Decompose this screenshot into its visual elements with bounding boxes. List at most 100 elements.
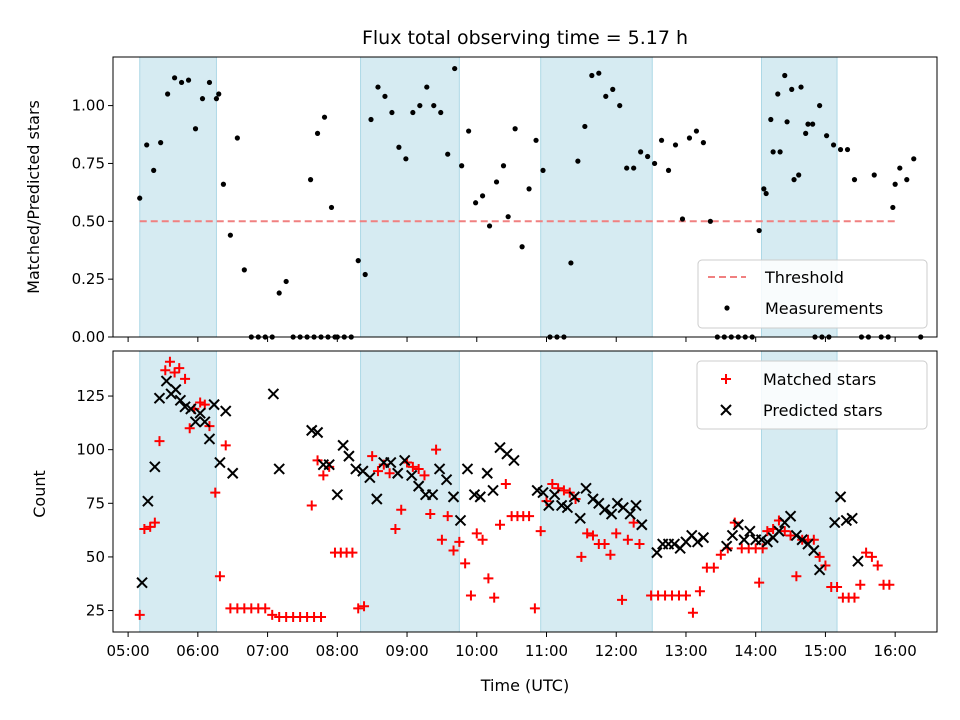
predicted-star-point — [323, 458, 335, 471]
measurement-point — [805, 121, 811, 127]
bottom-y-axis-label: Count — [30, 470, 49, 518]
matched-star-point — [312, 455, 323, 466]
predicted-star-point — [273, 463, 285, 475]
bottom-axes-frame — [112, 350, 938, 633]
predicted-star-point — [732, 519, 744, 531]
bottom-shaded-interval — [360, 350, 460, 633]
measurement-point — [672, 142, 679, 148]
predicted-star-point — [691, 536, 704, 548]
predicted-star-point — [813, 564, 826, 576]
x-tick-label: 08:00 — [316, 642, 359, 660]
measurement-point — [486, 223, 493, 229]
matched-star-point — [855, 579, 866, 590]
predicted-star-point — [568, 491, 581, 503]
measurement-point — [645, 153, 651, 160]
predicted-star-point — [440, 473, 453, 486]
measurement-point — [216, 91, 222, 97]
measurement-point — [185, 77, 192, 83]
matched-star-point — [576, 551, 587, 562]
measurement-point — [686, 135, 693, 141]
legend-measurements-label: Measurements — [765, 299, 883, 318]
measurement-point — [178, 79, 185, 86]
predicted-star-point — [170, 383, 182, 396]
measurement-point — [796, 172, 802, 178]
predicted-star-point — [784, 510, 797, 522]
x-tick-label: 13:00 — [664, 642, 707, 660]
measurement-point — [220, 181, 227, 187]
predicted-star-point — [160, 375, 173, 387]
predicted-star-point — [651, 546, 663, 559]
predicted-star-point — [194, 407, 206, 419]
measurement-point — [314, 130, 321, 136]
matched-star-point — [762, 526, 773, 537]
predicted-star-point — [668, 538, 681, 550]
matched-star-point — [359, 601, 370, 612]
matched-star-point — [471, 528, 482, 539]
measurement-point — [355, 258, 361, 264]
predicted-star-point — [405, 469, 418, 482]
predicted-star-point — [548, 489, 561, 501]
predicted-star-point — [331, 489, 344, 501]
matched-star-point — [477, 534, 488, 545]
measurement-point — [466, 128, 472, 134]
matched-star-point — [448, 545, 459, 556]
top-y-tick-label: 0.00 — [72, 328, 105, 346]
matched-star-point — [160, 365, 171, 376]
measurement-point — [911, 156, 917, 162]
measurement-point — [777, 149, 783, 155]
predicted-star-point — [371, 493, 383, 505]
measurement-point — [445, 151, 451, 157]
x-tick-label: 07:00 — [246, 642, 289, 660]
measurement-point — [631, 165, 637, 171]
matched-star-point — [347, 547, 358, 558]
measurement-point — [410, 109, 416, 116]
predicted-star-point — [149, 461, 161, 473]
predicted-star-point — [636, 519, 648, 531]
predicted-star-point — [481, 467, 493, 479]
measurement-point — [479, 193, 486, 199]
predicted-star-point — [543, 499, 555, 512]
measurement-point — [526, 186, 532, 192]
measurement-point — [276, 290, 282, 296]
top-legend-box — [697, 259, 928, 329]
matched-star-point — [535, 526, 546, 537]
predicted-star-point — [738, 534, 750, 546]
measurement-point — [617, 102, 623, 109]
top-shaded-interval — [540, 56, 653, 338]
measurement-point — [519, 244, 525, 250]
matched-star-point — [210, 487, 221, 498]
measurement-point — [589, 72, 595, 79]
legend-threshold-label: Threshold — [764, 268, 844, 287]
measurement-point — [575, 158, 581, 164]
measurement-point — [798, 84, 804, 90]
measurement-point — [389, 109, 395, 116]
predicted-star-point — [829, 516, 841, 529]
measurement-point — [582, 123, 588, 130]
matched-star-point — [687, 607, 698, 618]
predicted-star-point — [189, 416, 202, 428]
measurement-point — [679, 216, 686, 222]
matched-star-point — [489, 592, 500, 603]
x-tick-label: 06:00 — [176, 642, 219, 660]
matched-star-point — [465, 590, 476, 601]
measurement-point — [438, 109, 444, 116]
predicted-star-point — [461, 463, 474, 475]
matched-star-point — [419, 470, 430, 481]
measurement-point — [403, 156, 409, 162]
matched-star-point — [757, 543, 768, 554]
x-tick-label: 05:00 — [106, 642, 149, 660]
legend-matched-swatch — [721, 374, 731, 384]
measurement-point — [568, 260, 574, 266]
predicted-star-point — [846, 512, 858, 525]
measurement-point — [540, 167, 546, 173]
matched-star-point — [425, 509, 436, 520]
matched-star-point — [547, 478, 558, 489]
measurement-point — [382, 93, 388, 99]
measurement-point — [362, 271, 368, 278]
predicted-star-point — [337, 439, 349, 452]
predicted-star-point — [598, 504, 611, 516]
predicted-star-point — [343, 450, 355, 462]
predicted-star-point — [267, 388, 280, 400]
measurement-point — [665, 167, 672, 173]
measurement-point — [658, 137, 665, 143]
